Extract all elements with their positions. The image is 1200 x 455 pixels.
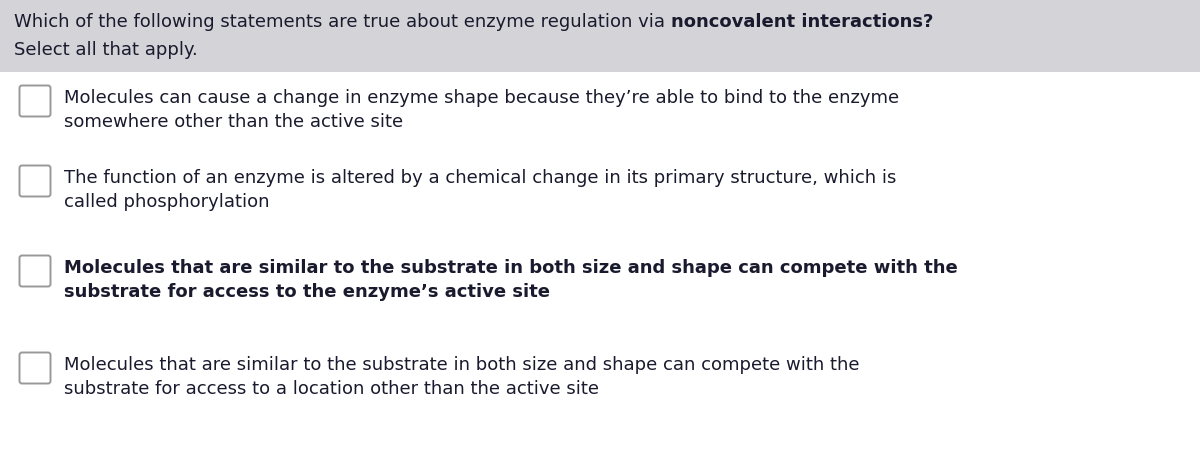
- Bar: [0, 0, 1200, 72]
- Text: noncovalent interactions?: noncovalent interactions?: [671, 13, 934, 31]
- Text: Molecules can cause a change in enzyme shape because they’re able to bind to the: Molecules can cause a change in enzyme s…: [64, 89, 899, 107]
- Text: substrate for access to the enzyme’s active site: substrate for access to the enzyme’s act…: [64, 283, 550, 301]
- Text: Which of the following statements are true about enzyme regulation via: Which of the following statements are tr…: [14, 13, 671, 31]
- Text: somewhere other than the active site: somewhere other than the active site: [64, 113, 403, 131]
- Text: Molecules that are similar to the substrate in both size and shape can compete w: Molecules that are similar to the substr…: [64, 259, 958, 277]
- FancyBboxPatch shape: [19, 86, 50, 116]
- Text: called phosphorylation: called phosphorylation: [64, 193, 270, 211]
- FancyBboxPatch shape: [19, 256, 50, 287]
- Text: substrate for access to a location other than the active site: substrate for access to a location other…: [64, 380, 599, 398]
- Text: The function of an enzyme is altered by a chemical change in its primary structu: The function of an enzyme is altered by …: [64, 169, 896, 187]
- Text: Select all that apply.: Select all that apply.: [14, 41, 198, 59]
- FancyBboxPatch shape: [19, 353, 50, 384]
- FancyBboxPatch shape: [19, 166, 50, 197]
- Text: Molecules that are similar to the substrate in both size and shape can compete w: Molecules that are similar to the substr…: [64, 356, 859, 374]
